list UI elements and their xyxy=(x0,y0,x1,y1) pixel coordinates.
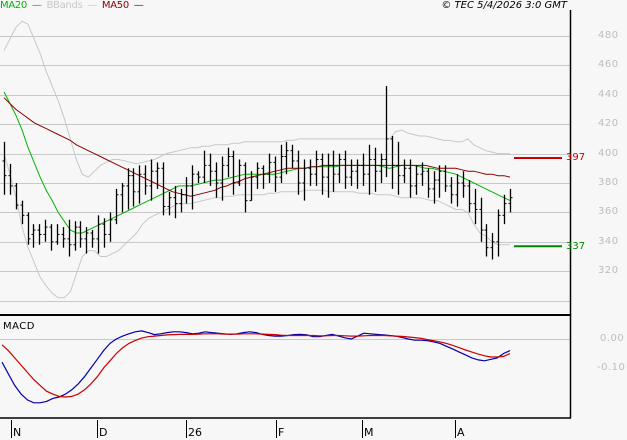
x-tick-label: A xyxy=(457,426,465,439)
support-resistance-levels xyxy=(514,157,562,248)
legend-bbands: BBands — xyxy=(46,0,98,11)
x-tick-label: N xyxy=(13,426,22,439)
macd-lines xyxy=(1,330,511,404)
copyright-timestamp: © TEC 5/4/2026 3:0 GMT xyxy=(441,0,567,11)
y-tick-label: 420 xyxy=(598,118,619,130)
macd-y-tick-label: 0.00 xyxy=(600,333,625,344)
macd-panel-title: MACD xyxy=(3,321,35,332)
x-tick-label: 26 xyxy=(188,426,202,439)
macd-y-tick-label: -0.10 xyxy=(597,362,626,373)
x-tick-label: F xyxy=(278,426,285,439)
bollinger-bands xyxy=(3,20,510,299)
x-axis-ticks xyxy=(11,420,456,438)
x-tick-label: D xyxy=(99,426,108,439)
y-tick-label: 460 xyxy=(598,59,619,71)
y-tick-label: 380 xyxy=(598,177,619,188)
y-tick-label: 440 xyxy=(598,88,619,100)
x-tick-label: M xyxy=(364,426,374,439)
y-tick-label: 320 xyxy=(598,265,619,277)
legend-ma50: MA50 — xyxy=(101,0,144,11)
resistance-level-label: 397 xyxy=(566,152,586,163)
chart-frame xyxy=(0,10,572,419)
legend-ma20: MA20 — xyxy=(0,0,42,11)
support-level-label: 337 xyxy=(566,241,586,252)
ohlc-bars xyxy=(2,85,513,260)
y-tick-label: 480 xyxy=(598,30,619,41)
chart-legend: MA20 — BBands — MA50 — xyxy=(0,0,146,11)
y-tick-label: 360 xyxy=(598,206,619,218)
y-tick-label: 340 xyxy=(598,235,619,247)
price-gridlines xyxy=(0,36,570,302)
y-tick-label: 400 xyxy=(598,147,619,159)
